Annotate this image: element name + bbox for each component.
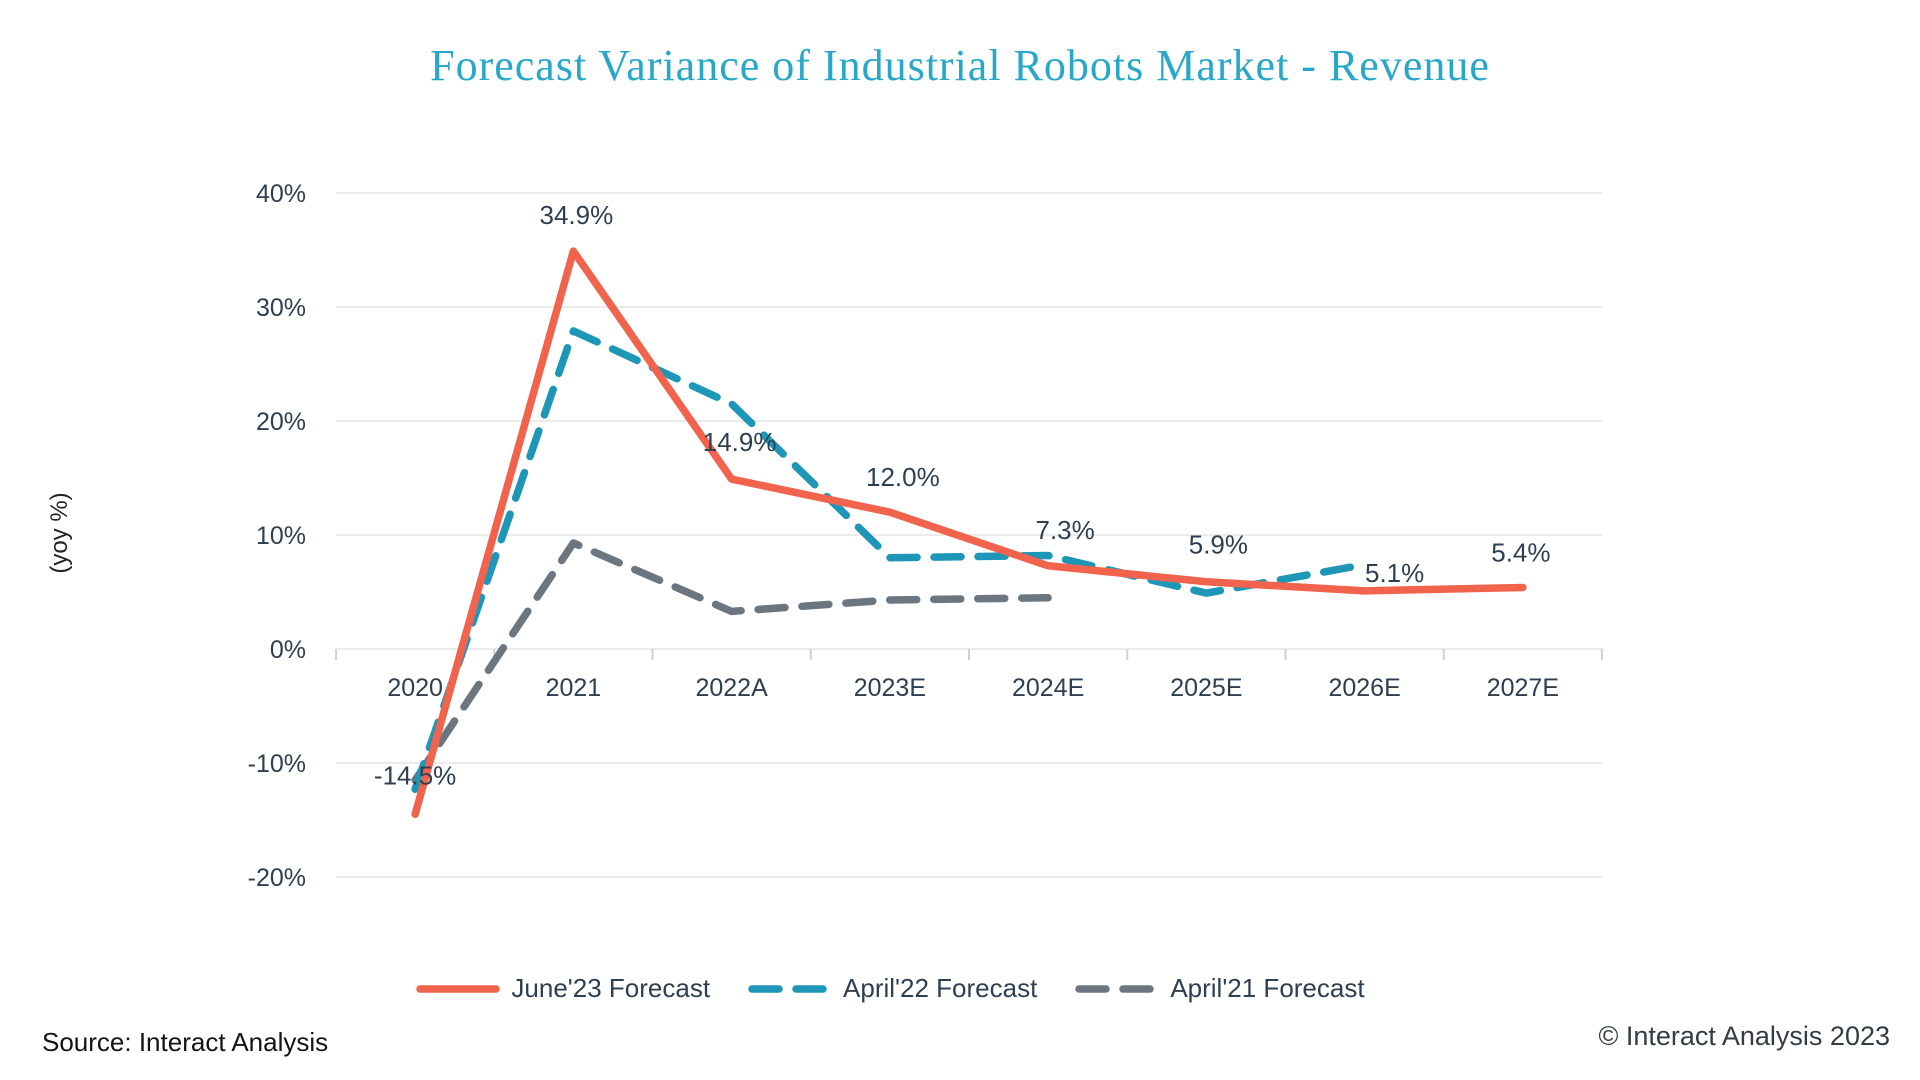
legend-label: June'23 Forecast (511, 973, 711, 1003)
svg-text:14.9%: 14.9% (703, 427, 777, 457)
svg-text:12.0%: 12.0% (866, 462, 940, 492)
svg-text:2024E: 2024E (1012, 674, 1084, 702)
svg-text:2025E: 2025E (1170, 674, 1242, 702)
svg-text:2023E: 2023E (854, 674, 926, 702)
svg-text:40%: 40% (256, 180, 306, 208)
legend-item-april22-forecast: April'22 Forecast (747, 973, 1037, 1004)
svg-text:7.3%: 7.3% (1035, 515, 1094, 545)
source-note: Source: Interact Analysis (42, 1027, 329, 1057)
chart-legend: June'23 Forecast April'22 Forecast April… (260, 973, 1520, 1004)
svg-text:-14.5%: -14.5% (374, 760, 456, 790)
svg-text:10%: 10% (256, 522, 306, 550)
svg-text:-10%: -10% (248, 750, 306, 778)
svg-text:2026E: 2026E (1328, 674, 1400, 702)
svg-text:0%: 0% (270, 636, 306, 664)
legend-item-june23-forecast: June'23 Forecast (415, 973, 710, 1004)
legend-swatch-solid-line (416, 984, 501, 993)
svg-text:5.1%: 5.1% (1365, 558, 1424, 588)
legend-swatch-dashed-line (748, 984, 832, 993)
legend-label: April'21 Forecast (1170, 973, 1365, 1003)
legend-swatch-dashed-line (1075, 984, 1160, 993)
svg-text:2022A: 2022A (695, 674, 768, 702)
svg-text:5.9%: 5.9% (1189, 530, 1248, 560)
svg-text:30%: 30% (256, 294, 306, 322)
chart-title: Forecast Variance of Industrial Robots M… (430, 41, 1490, 90)
copyright-note: © Interact Analysis 2023 (1598, 1021, 1890, 1051)
legend-item-april21-forecast: April'21 Forecast (1074, 973, 1365, 1004)
svg-text:2027E: 2027E (1487, 674, 1559, 702)
svg-text:2021: 2021 (546, 674, 602, 702)
legend-label: April'22 Forecast (843, 973, 1038, 1003)
svg-text:2020: 2020 (387, 674, 443, 702)
svg-text:5.4%: 5.4% (1491, 537, 1550, 567)
svg-text:34.9%: 34.9% (540, 200, 614, 230)
svg-text:20%: 20% (256, 408, 306, 436)
svg-text:-20%: -20% (248, 864, 306, 892)
